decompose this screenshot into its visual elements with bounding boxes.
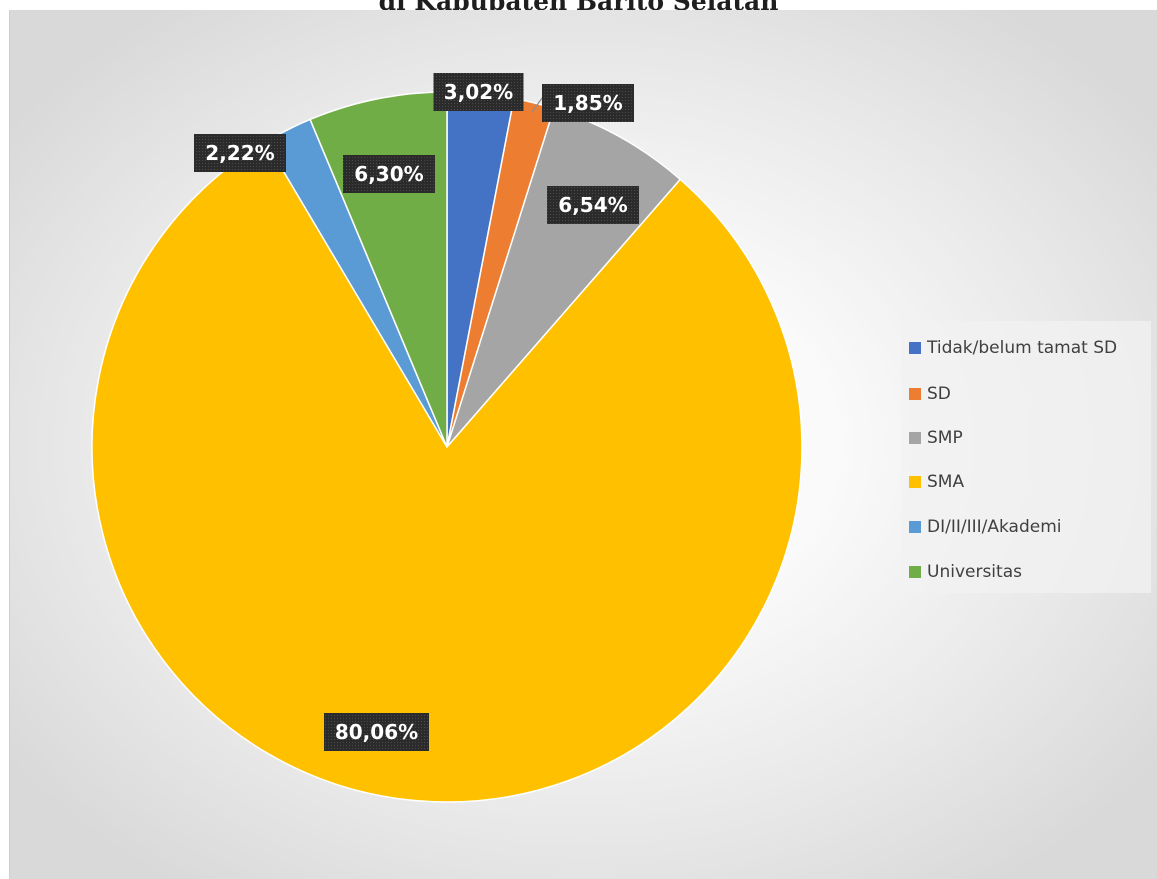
data-label-sd: 1,85% — [542, 84, 634, 122]
data-label-box — [194, 134, 286, 172]
data-label-text: 6,30% — [354, 162, 423, 186]
legend-swatch — [909, 566, 921, 578]
legend-swatch — [909, 476, 921, 488]
legend-item-di-ii-iii-akademi: DI/II/III/Akademi — [909, 516, 1061, 538]
data-label-universitas: 6,30% — [343, 155, 435, 193]
legend-item-smp: SMP — [909, 427, 963, 449]
legend-item-universitas: Universitas — [909, 561, 1022, 583]
data-label-text: 6,54% — [558, 193, 627, 217]
data-label-box — [547, 186, 639, 224]
legend-item-tidak-belum-tamat-sd: Tidak/belum tamat SD — [909, 337, 1117, 359]
data-label-box — [433, 73, 524, 111]
legend-label: SMP — [927, 428, 963, 448]
data-label-box — [542, 84, 634, 122]
legend-label: SMA — [927, 472, 965, 492]
chart-area: 3,02% 1,85% 6,54% 80,06% 2,22% 6,30% Tidak/be… — [9, 10, 1157, 879]
legend-swatch — [909, 342, 921, 354]
legend-label: SD — [927, 384, 951, 404]
chart-title: di Kabupaten Barito Selatan — [0, 0, 1157, 10]
data-labels: 3,02% 1,85% 6,54% 80,06% 2,22% 6,30% — [194, 73, 639, 751]
data-label-text: 2,22% — [205, 141, 274, 165]
legend-swatch — [909, 388, 921, 400]
data-label-sma: 80,06% — [324, 713, 429, 751]
data-label-box — [343, 155, 435, 193]
legend-label: Tidak/belum tamat SD — [927, 338, 1118, 358]
pie-chart: 3,02% 1,85% 6,54% 80,06% 2,22% 6,30% — [91, 73, 803, 803]
legend-swatch — [909, 521, 921, 533]
legend-label: Universitas — [927, 562, 1022, 582]
pie-slice-sma — [91, 140, 803, 803]
legend-item-sma: SMA — [909, 471, 964, 493]
data-label-text: 3,02% — [444, 80, 513, 104]
legend-swatch — [909, 432, 921, 444]
legend-label: DI/II/III/Akademi — [927, 517, 1062, 537]
data-label-smp: 6,54% — [547, 186, 639, 224]
legend-item-sd: SD — [909, 383, 951, 405]
data-label-text: 80,06% — [335, 720, 418, 744]
title-clip: di Kabupaten Barito Selatan — [0, 0, 1157, 10]
data-label-di-ii-iii-akademi: 2,22% — [194, 134, 286, 172]
data-label-text: 1,85% — [553, 91, 622, 115]
data-label-tidak-belum-tamat-sd: 3,02% — [433, 73, 524, 111]
data-label-box — [324, 713, 429, 751]
legend: Tidak/belum tamat SD SD SMP SMA DI/II/III/Ak… — [901, 321, 1151, 593]
pie-slices — [91, 91, 803, 803]
